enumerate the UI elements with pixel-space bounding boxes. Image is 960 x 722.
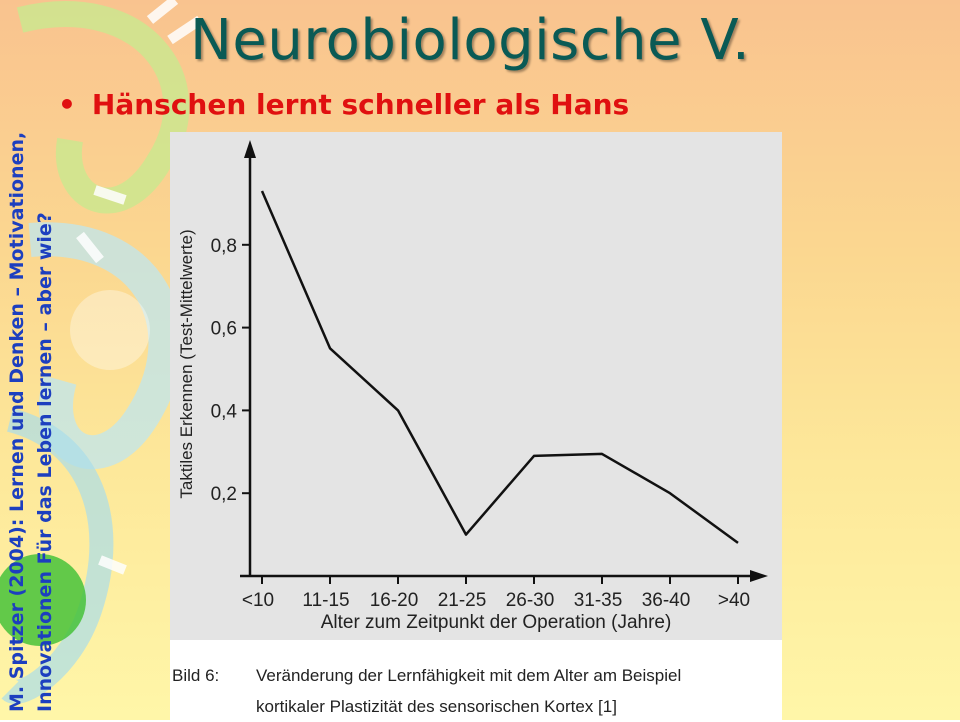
figure: 0,2 0,4 0,6 0,8 <10 11-15 16-20 21-25 26-30 31-3… [170, 132, 782, 720]
bullet-item: • Hänschen lernt schneller als Hans [58, 88, 629, 121]
side-citation-line-1: M. Spitzer (2004): Lernen und Denken – M… [6, 131, 28, 712]
bullet-dot-icon: • [58, 88, 76, 121]
slide-title: Neurobiologische V. [190, 8, 751, 73]
line-chart: 0,2 0,4 0,6 0,8 <10 11-15 16-20 21-25 26-30 31-3… [177, 140, 768, 633]
x-tick-label: <10 [242, 590, 274, 611]
x-axis-label: Alter zum Zeitpunkt der Operation (Jahre… [321, 612, 672, 633]
side-citation-line-2: Innovationen Für das Leben lernen – aber… [34, 212, 56, 712]
x-tick-label: 31-35 [574, 590, 623, 611]
y-axis-arrow-icon [244, 140, 256, 158]
y-tick-label: 0,2 [211, 484, 237, 505]
y-tick-label: 0,6 [211, 319, 237, 340]
decorative-swirl [0, 0, 203, 704]
y-tick-label: 0,8 [211, 236, 237, 257]
series-line [260, 190, 739, 544]
y-axis-label: Taktiles Erkennen (Test-Mittelwerte) [177, 229, 196, 498]
x-tick-label: 36-40 [642, 590, 691, 611]
x-axis-arrow-icon [750, 570, 768, 582]
y-tick-label: 0,4 [211, 401, 238, 422]
x-tick-label: 21-25 [438, 590, 487, 611]
x-tick-label: 11-15 [302, 590, 349, 611]
bullet-text: Hänschen lernt schneller als Hans [91, 88, 630, 121]
chart-area: 0,2 0,4 0,6 0,8 <10 11-15 16-20 21-25 26-30 31-3… [170, 132, 782, 640]
x-tick-label: 16-20 [370, 590, 419, 611]
x-tick-label: >40 [718, 590, 750, 611]
caption-line-2: kortikaler Plastizität des sensorischen … [256, 697, 617, 716]
caption-line-1: Veränderung der Lernfähigkeit mit dem Al… [256, 666, 682, 685]
caption-label: Bild 6: [172, 666, 220, 685]
x-tick-label: 26-30 [506, 590, 555, 611]
